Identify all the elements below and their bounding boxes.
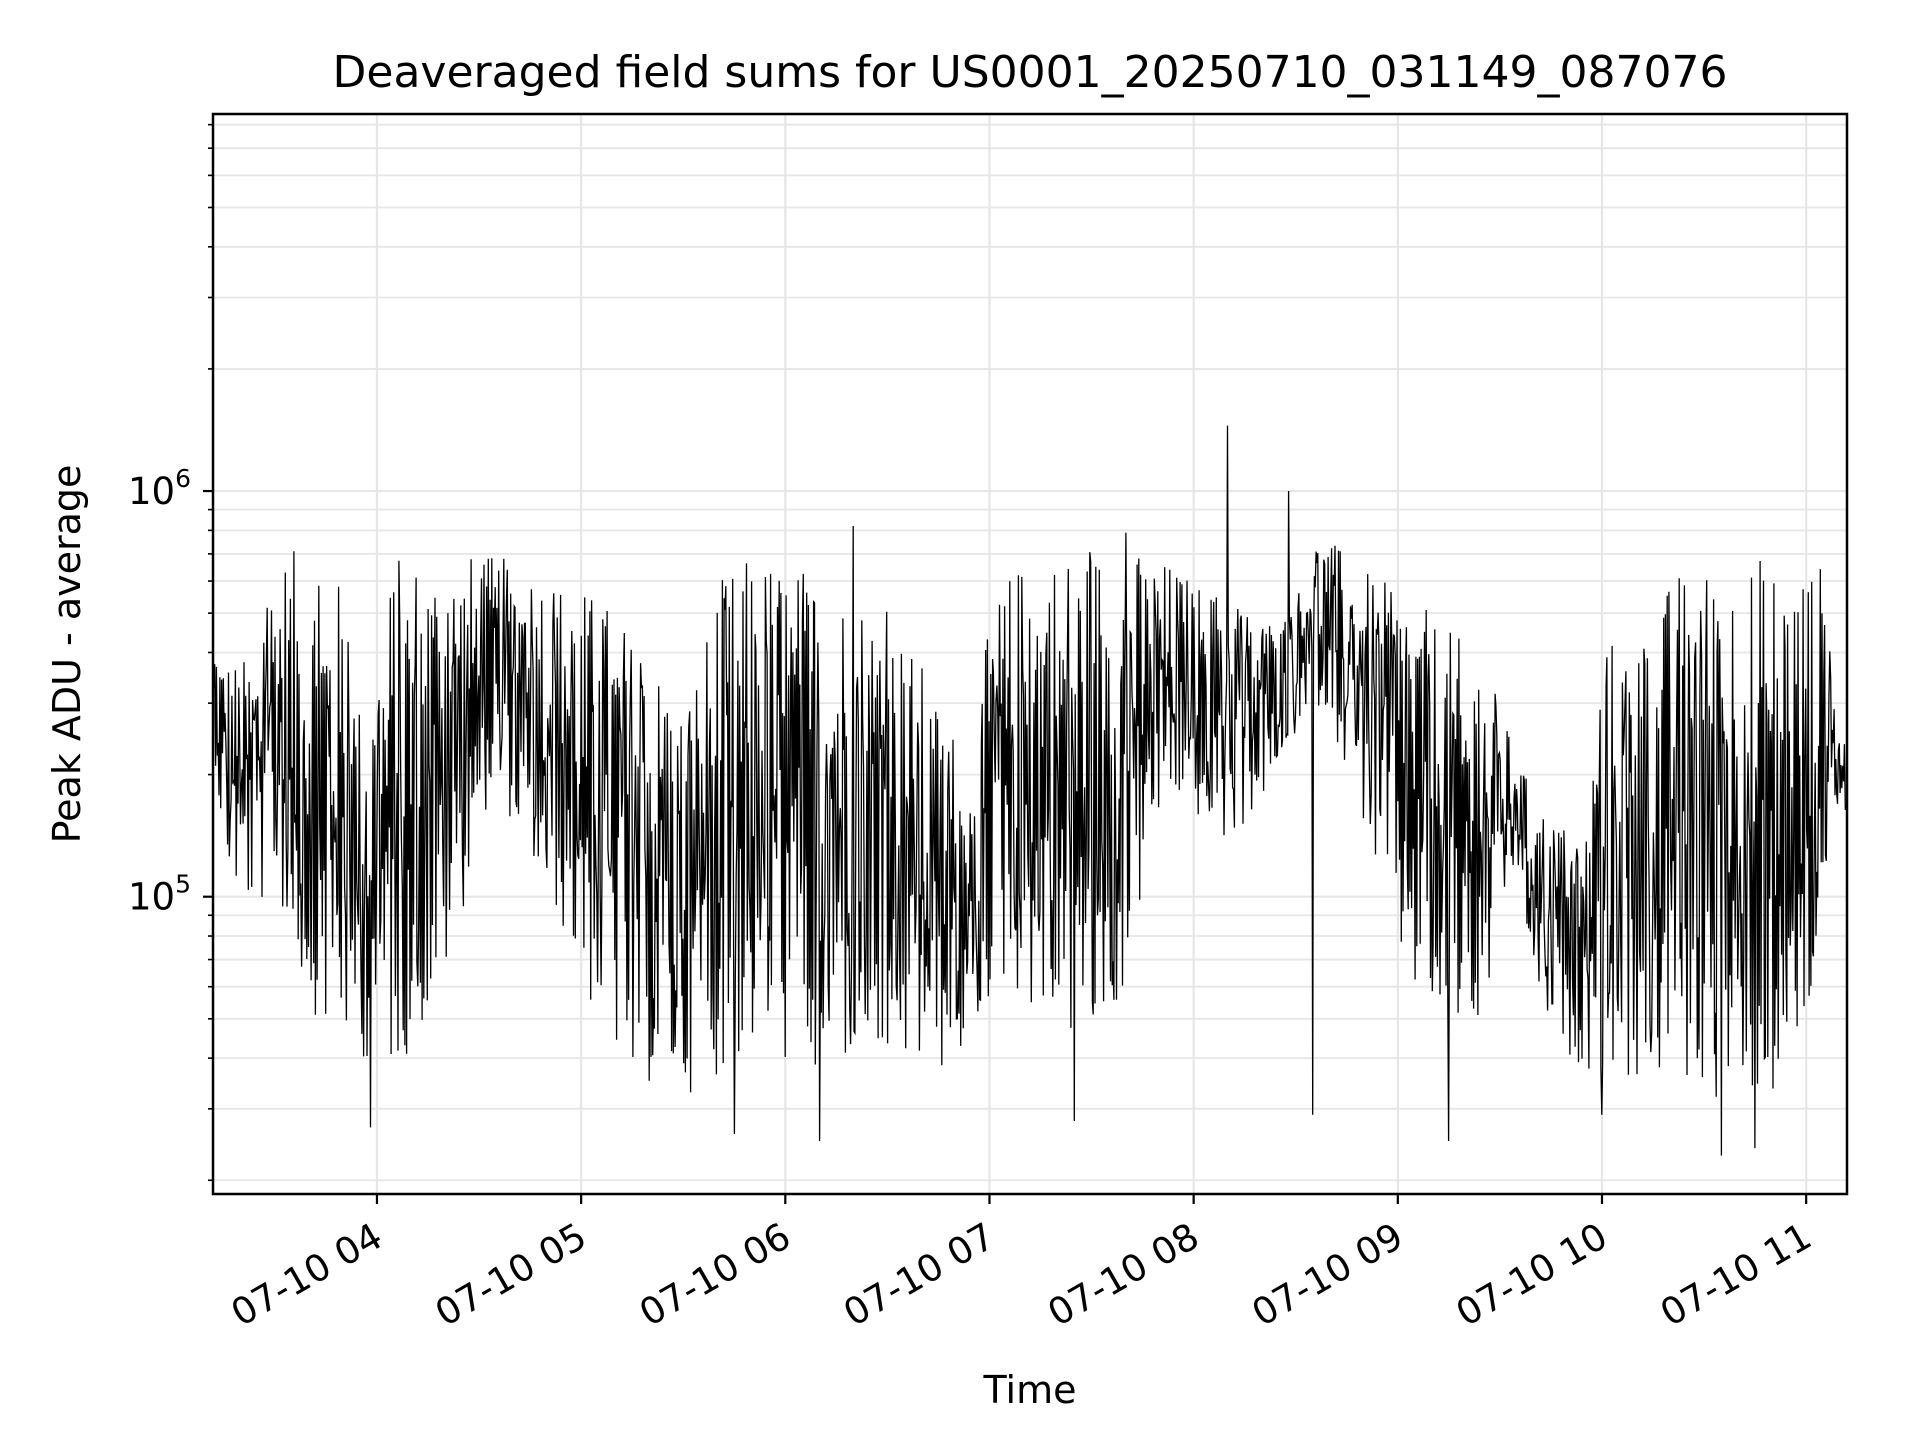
y-axis-label: Peak ADU - average [45, 465, 89, 844]
chart-title: Deaveraged field sums for US0001_2025071… [333, 47, 1728, 98]
y-tick-label: 106 [128, 464, 191, 513]
x-axis-label: Time [983, 1368, 1077, 1412]
series-line [213, 425, 1847, 1156]
plot-area-frame [211, 112, 1849, 1196]
y-tick-label: 105 [128, 870, 191, 919]
series-path [213, 425, 1847, 1156]
y-axis: 105 106 [128, 123, 213, 1182]
